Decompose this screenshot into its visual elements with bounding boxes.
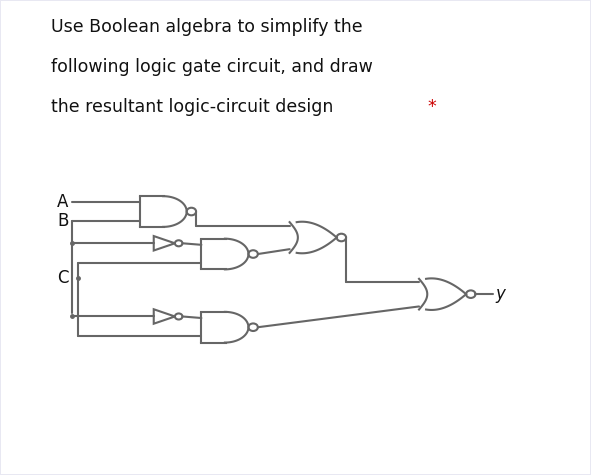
Text: C: C — [57, 269, 69, 286]
Text: Use Boolean algebra to simplify the: Use Boolean algebra to simplify the — [51, 18, 363, 36]
Text: A: A — [57, 193, 69, 211]
Text: y: y — [495, 285, 505, 303]
Text: the resultant logic-circuit design: the resultant logic-circuit design — [51, 98, 334, 116]
Text: *: * — [428, 98, 437, 116]
Text: B: B — [57, 212, 69, 230]
Text: following logic gate circuit, and draw: following logic gate circuit, and draw — [51, 58, 374, 76]
